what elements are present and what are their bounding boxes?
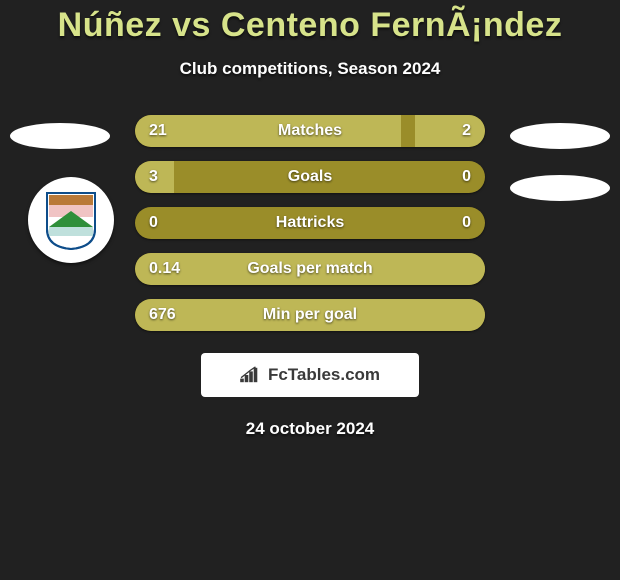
stat-row: 0 0 Hattricks: [135, 207, 485, 239]
stat-value-left: 676: [149, 306, 176, 324]
stat-row-fill-right: [415, 115, 485, 147]
brand-text: FcTables.com: [268, 365, 380, 385]
stat-label: Hattricks: [276, 214, 344, 232]
date-text: 24 october 2024: [246, 419, 375, 439]
stat-row-fill-left: [135, 115, 401, 147]
page-title: Núñez vs Centeno FernÃ¡ndez: [58, 6, 563, 45]
stat-label: Goals per match: [247, 260, 372, 278]
stat-value-left: 21: [149, 122, 167, 140]
stat-row: 0.14 Goals per match: [135, 253, 485, 285]
stat-value-left: 0.14: [149, 260, 180, 278]
stat-value-left: 0: [149, 214, 158, 232]
stat-label: Matches: [278, 122, 342, 140]
brand-box: FcTables.com: [201, 353, 419, 397]
bar-chart-icon: [240, 366, 262, 384]
side-oval-left: [10, 123, 110, 149]
club-badge-icon: [45, 189, 97, 251]
subtitle: Club competitions, Season 2024: [180, 59, 441, 79]
avatar: [28, 177, 114, 263]
stat-row: 3 0 Goals: [135, 161, 485, 193]
side-oval-right-top: [510, 123, 610, 149]
side-oval-right-mid: [510, 175, 610, 201]
stat-value-left: 3: [149, 168, 158, 186]
stat-row: 21 2 Matches: [135, 115, 485, 147]
stat-value-right: 0: [462, 214, 471, 232]
stat-value-right: 2: [462, 122, 471, 140]
stat-label: Goals: [288, 168, 332, 186]
stat-value-right: 0: [462, 168, 471, 186]
stat-row: 676 Min per goal: [135, 299, 485, 331]
stat-label: Min per goal: [263, 306, 357, 324]
